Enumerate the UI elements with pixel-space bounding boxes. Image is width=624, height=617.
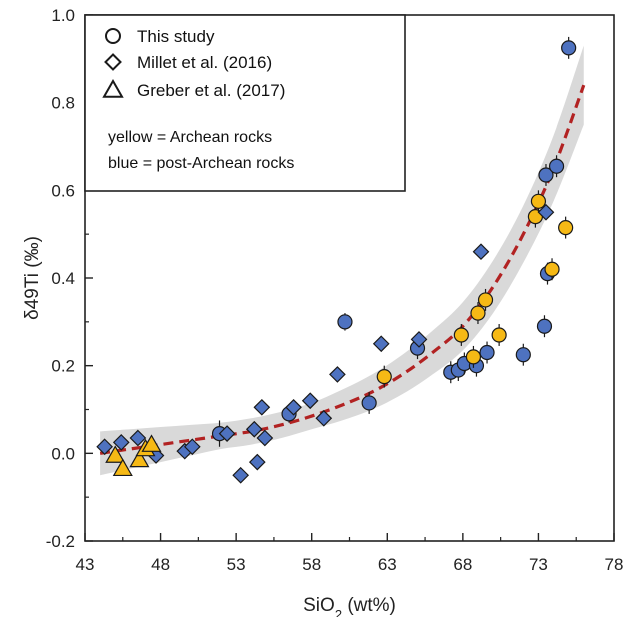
y-tick-label: 0.8 [51, 94, 75, 113]
data-point-circle [548, 158, 565, 174]
data-point-circle [453, 327, 469, 343]
data-point-diamond [537, 203, 555, 221]
data-point-diamond [472, 243, 490, 261]
data-point-diamond [112, 434, 130, 451]
x-axis-title-sub: 2 [335, 607, 342, 617]
data-point-diamond [301, 392, 319, 410]
legend: This study Millet et al. (2016) Greber e… [84, 14, 406, 192]
data-point-circle [530, 193, 547, 209]
series-circle-post_archean [211, 36, 577, 447]
axis-ticks: 43 48 53 58 63 68 73 78 -0.2 0.0 0.2 0.4 0.6 0.8 1.0 [46, 6, 624, 574]
data-point-circle [361, 395, 377, 411]
series-diamond-post_archean [96, 203, 555, 484]
data-point-triangle [105, 445, 126, 463]
data-point-circle [477, 292, 494, 308]
data-point-diamond [218, 425, 236, 442]
data-point-diamond [410, 331, 428, 348]
data-points [96, 36, 577, 484]
data-point-circle [479, 344, 495, 361]
data-point-circle [544, 261, 560, 277]
data-point-diamond [96, 438, 113, 456]
x-axis-title-main: SiO [303, 595, 335, 616]
legend-marker-diamond [104, 53, 122, 71]
data-point-diamond [248, 453, 266, 471]
trend-line [99, 84, 586, 455]
data-point-triangle [141, 434, 162, 452]
y-axis-title: δ49Ti (‰) [22, 236, 43, 320]
legend-label-millet: Millet et al. (2016) [137, 53, 272, 72]
legend-markers [102, 28, 124, 98]
data-point-circle [465, 349, 482, 365]
y-tick-label: 0.0 [51, 444, 75, 463]
y-tick-label: -0.2 [46, 532, 75, 551]
x-tick-label: 63 [378, 555, 397, 574]
data-point-triangle [112, 458, 133, 477]
series-circle-archean [376, 190, 574, 388]
data-point-circle [491, 327, 507, 343]
y-tick-label: 1.0 [51, 6, 75, 25]
data-point-circle [470, 305, 486, 321]
legend-marker-triangle [102, 78, 124, 98]
data-point-diamond [329, 366, 346, 383]
legend-note-yellow: yellow = Archean rocks [108, 129, 272, 146]
data-point-diamond [372, 335, 390, 353]
x-tick-label: 68 [453, 555, 472, 574]
data-point-diamond [183, 438, 201, 456]
data-point-diamond [232, 466, 250, 484]
x-axis-title-rest: (wt%) [342, 595, 396, 616]
trend-curve [99, 84, 586, 455]
x-tick-label: 58 [302, 555, 321, 574]
data-point-circle [538, 167, 554, 183]
data-point-diamond [315, 409, 333, 427]
legend-label-this-study: This study [137, 27, 215, 46]
legend-label-greber: Greber et al. (2017) [137, 81, 285, 100]
data-point-circle [561, 40, 577, 56]
legend-marker-circle [105, 28, 121, 44]
data-point-diamond [245, 420, 263, 438]
series-triangle-archean [105, 434, 162, 477]
x-tick-label: 53 [227, 555, 246, 574]
y-tick-label: 0.4 [51, 269, 75, 288]
data-point-diamond [129, 429, 147, 447]
x-tick-label: 48 [151, 555, 170, 574]
x-tick-label: 78 [605, 555, 624, 574]
confidence-band-area [100, 45, 584, 476]
data-point-diamond [256, 429, 274, 447]
y-tick-label: 0.2 [51, 357, 75, 376]
legend-note-blue: blue = post-Archean rocks [108, 155, 294, 172]
data-point-circle [536, 318, 553, 334]
data-point-circle [337, 314, 353, 330]
data-point-diamond [285, 398, 302, 416]
data-point-circle [376, 369, 392, 385]
x-tick-label: 73 [529, 555, 548, 574]
data-point-circle [558, 219, 574, 236]
x-axis-title: SiO2 (wt%) [303, 595, 396, 617]
confidence-band [100, 45, 584, 476]
data-point-diamond [253, 398, 271, 416]
data-point-triangle [129, 449, 150, 468]
x-tick-label: 43 [76, 555, 95, 574]
y-tick-label: 0.6 [51, 181, 75, 200]
data-point-circle [515, 347, 531, 363]
legend-box [84, 14, 406, 192]
